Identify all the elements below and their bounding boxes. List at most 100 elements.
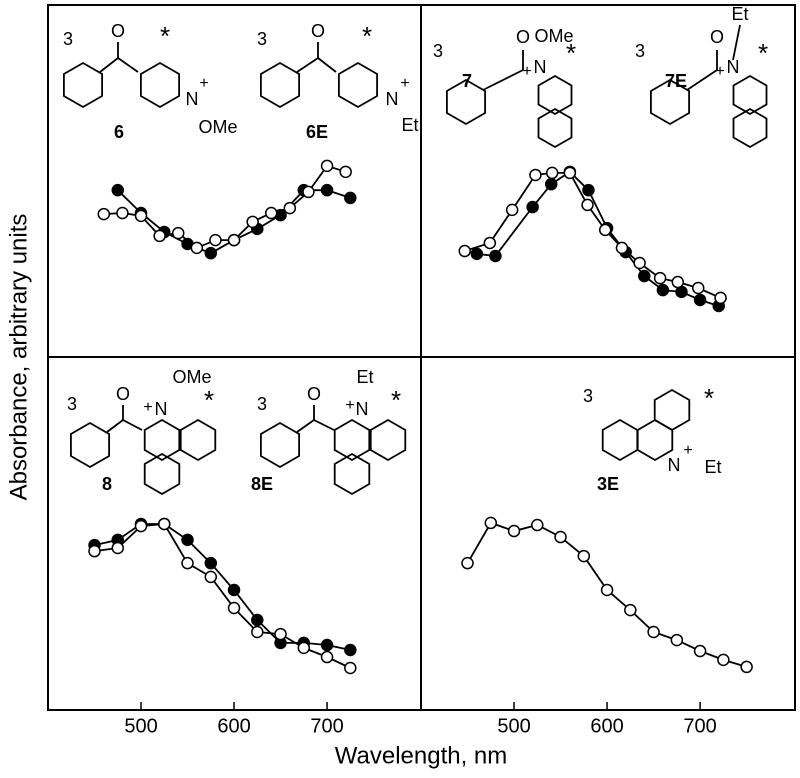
data-point xyxy=(251,613,264,627)
structure-label: + xyxy=(522,63,531,80)
data-point xyxy=(526,200,539,214)
data-point xyxy=(563,166,577,180)
structure-label: + xyxy=(683,442,692,459)
structure-label: 3 xyxy=(257,29,267,49)
bond xyxy=(99,57,119,73)
data-point xyxy=(714,291,727,305)
data-point xyxy=(656,283,670,297)
data-point xyxy=(227,583,241,597)
ring xyxy=(70,421,110,469)
data-point xyxy=(581,198,594,212)
data-point xyxy=(544,177,558,191)
structure-label: * xyxy=(391,385,401,415)
ring xyxy=(537,107,573,149)
x-tick-label: 500 xyxy=(124,715,157,737)
structure-label: + xyxy=(199,75,208,92)
structure-label: * xyxy=(160,21,170,51)
structure-label: N xyxy=(727,57,740,77)
data-point xyxy=(461,556,474,570)
bond xyxy=(296,419,315,433)
data-point xyxy=(227,601,241,615)
structure-label: OMe xyxy=(172,367,211,387)
bond xyxy=(686,69,718,91)
structure-label: 3 xyxy=(433,41,443,61)
ring xyxy=(333,452,371,496)
x-tick-label: 700 xyxy=(310,715,343,737)
structure-label: + xyxy=(345,397,354,414)
data-point xyxy=(717,653,730,667)
data-point xyxy=(693,293,707,307)
structure-label: N xyxy=(386,89,399,109)
data-point xyxy=(320,638,334,652)
structure-label: O xyxy=(311,21,325,41)
data-point xyxy=(97,207,111,221)
series-line xyxy=(94,523,351,651)
data-point xyxy=(615,241,629,255)
ring xyxy=(650,78,690,126)
data-point xyxy=(484,516,498,530)
ring xyxy=(445,78,487,126)
compound-label: 8 xyxy=(102,474,112,494)
data-point xyxy=(320,183,334,197)
structure-label: * xyxy=(204,385,214,415)
structure-label: 3 xyxy=(583,386,593,406)
data-point xyxy=(545,166,559,180)
bond xyxy=(117,57,139,73)
x-tick-label: 600 xyxy=(590,715,623,737)
ring xyxy=(537,74,573,116)
ring xyxy=(143,418,181,462)
ring xyxy=(333,418,371,462)
structure-label: O xyxy=(516,27,530,47)
ring xyxy=(337,61,379,109)
data-point xyxy=(691,281,705,295)
ring xyxy=(369,418,407,462)
data-point xyxy=(339,165,352,179)
data-point xyxy=(204,570,218,584)
data-point xyxy=(227,233,241,247)
data-point xyxy=(283,201,297,215)
data-point xyxy=(344,661,357,675)
data-point xyxy=(507,524,521,538)
data-point xyxy=(88,544,101,558)
data-point xyxy=(344,191,357,205)
ring xyxy=(259,421,301,469)
structure-label: Et xyxy=(704,457,721,477)
data-point xyxy=(111,183,125,197)
bond xyxy=(313,419,335,431)
data-point xyxy=(529,168,542,182)
structure-label: O xyxy=(111,21,125,41)
bond xyxy=(317,57,337,73)
structure-label: * xyxy=(566,38,576,68)
x-tick-label: 700 xyxy=(683,715,716,737)
ring xyxy=(653,388,691,432)
compound-label: 7E xyxy=(665,71,687,91)
structure-label: 3 xyxy=(635,41,645,61)
structure-label: Et xyxy=(401,115,418,135)
y-axis-label: Absorbance, arbitrary units xyxy=(5,214,32,501)
bond xyxy=(122,419,143,431)
x-tick-label: 500 xyxy=(497,715,530,737)
data-point xyxy=(600,583,614,597)
structure-label: O xyxy=(116,384,130,404)
ring xyxy=(601,418,639,462)
compound-label: 3E xyxy=(597,474,619,494)
data-point xyxy=(246,215,259,229)
data-point xyxy=(505,203,519,217)
data-point xyxy=(153,229,166,243)
data-point xyxy=(251,625,264,639)
ring xyxy=(732,74,768,116)
data-point xyxy=(111,541,125,555)
x-tick-label: 600 xyxy=(217,715,250,737)
data-point xyxy=(470,247,484,261)
ring xyxy=(143,452,181,496)
structure-label: * xyxy=(704,383,714,413)
data-point xyxy=(274,627,287,641)
data-point xyxy=(209,233,222,247)
structure-label: 3 xyxy=(63,29,73,49)
ring xyxy=(732,107,768,149)
structure-label: + xyxy=(400,75,409,92)
compound-label: 6E xyxy=(306,122,328,142)
compound-label: 6 xyxy=(114,122,124,142)
ring xyxy=(139,61,181,109)
data-point xyxy=(264,206,278,220)
